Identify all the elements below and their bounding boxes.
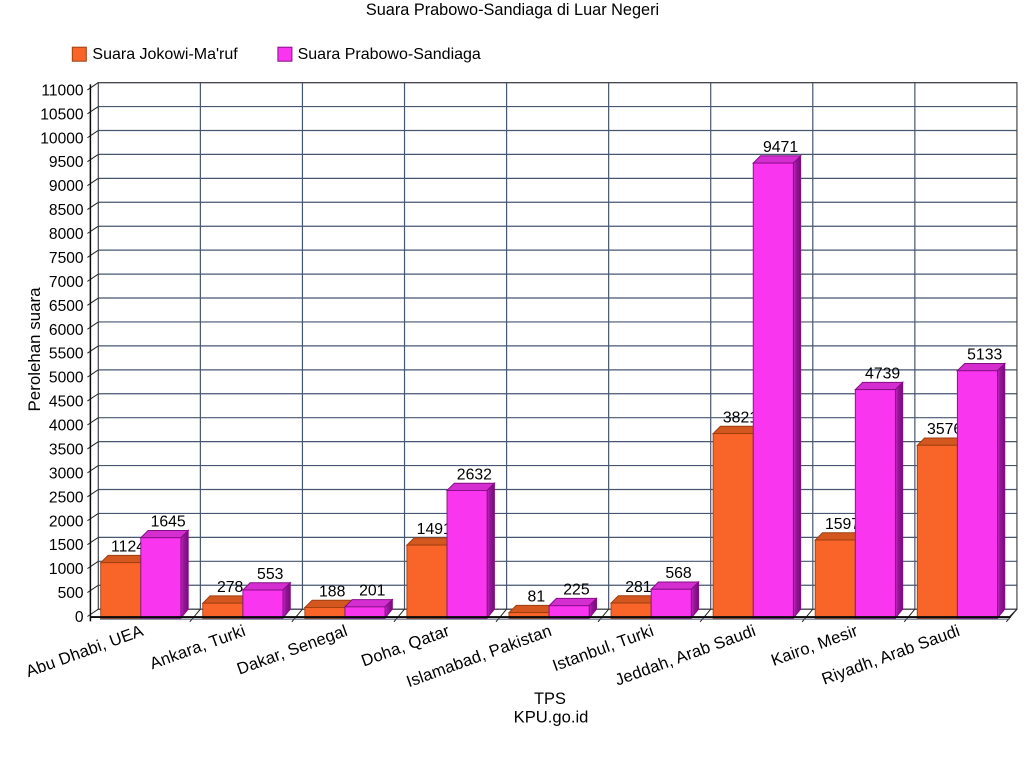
svg-text:7000: 7000 [49,274,84,291]
svg-text:4739: 4739 [865,365,900,382]
svg-text:6000: 6000 [49,322,84,339]
svg-text:2632: 2632 [457,466,492,483]
svg-text:5500: 5500 [49,346,84,363]
svg-text:1597: 1597 [825,516,860,533]
svg-text:9500: 9500 [49,154,84,171]
svg-text:2000: 2000 [49,513,84,530]
svg-text:1500: 1500 [49,537,84,554]
svg-text:3500: 3500 [49,441,84,458]
svg-text:500: 500 [58,585,84,602]
svg-text:Perolehan suara: Perolehan suara [25,287,44,412]
svg-text:1645: 1645 [151,514,186,531]
svg-text:9471: 9471 [763,139,798,156]
svg-text:1124: 1124 [111,538,145,555]
svg-text:81: 81 [528,588,546,605]
svg-text:278: 278 [217,579,244,596]
svg-text:0: 0 [75,609,84,626]
svg-text:KPU.go.id: KPU.go.id [514,708,589,727]
svg-text:10500: 10500 [40,106,84,123]
svg-text:2500: 2500 [49,489,84,506]
svg-text:568: 568 [665,565,692,582]
svg-text:TPS: TPS [534,690,566,708]
svg-text:7500: 7500 [49,250,84,267]
svg-text:6500: 6500 [49,298,84,315]
svg-text:Suara Prabowo-Sandiaga di Luar: Suara Prabowo-Sandiaga di Luar Negeri [366,1,659,19]
svg-text:3576: 3576 [927,421,962,438]
svg-text:Suara Jokowi-Ma'ruf: Suara Jokowi-Ma'ruf [92,46,238,63]
svg-text:8000: 8000 [49,226,84,243]
svg-text:1491: 1491 [417,521,452,538]
svg-text:8500: 8500 [49,202,84,219]
svg-text:5133: 5133 [967,347,1002,364]
svg-text:1000: 1000 [49,561,84,578]
svg-text:3821: 3821 [723,409,758,426]
svg-text:201: 201 [359,583,386,600]
svg-text:9000: 9000 [49,178,84,195]
svg-text:188: 188 [319,583,346,600]
svg-text:281: 281 [625,579,652,596]
svg-text:11000: 11000 [41,82,84,99]
svg-text:225: 225 [563,582,590,599]
svg-text:553: 553 [257,566,284,583]
svg-text:4000: 4000 [49,418,84,435]
svg-text:10000: 10000 [40,130,84,147]
svg-text:5000: 5000 [49,370,84,387]
svg-text:4500: 4500 [49,394,84,411]
svg-text:3000: 3000 [49,465,84,482]
svg-text:Suara Prabowo-Sandiaga: Suara Prabowo-Sandiaga [298,46,481,63]
